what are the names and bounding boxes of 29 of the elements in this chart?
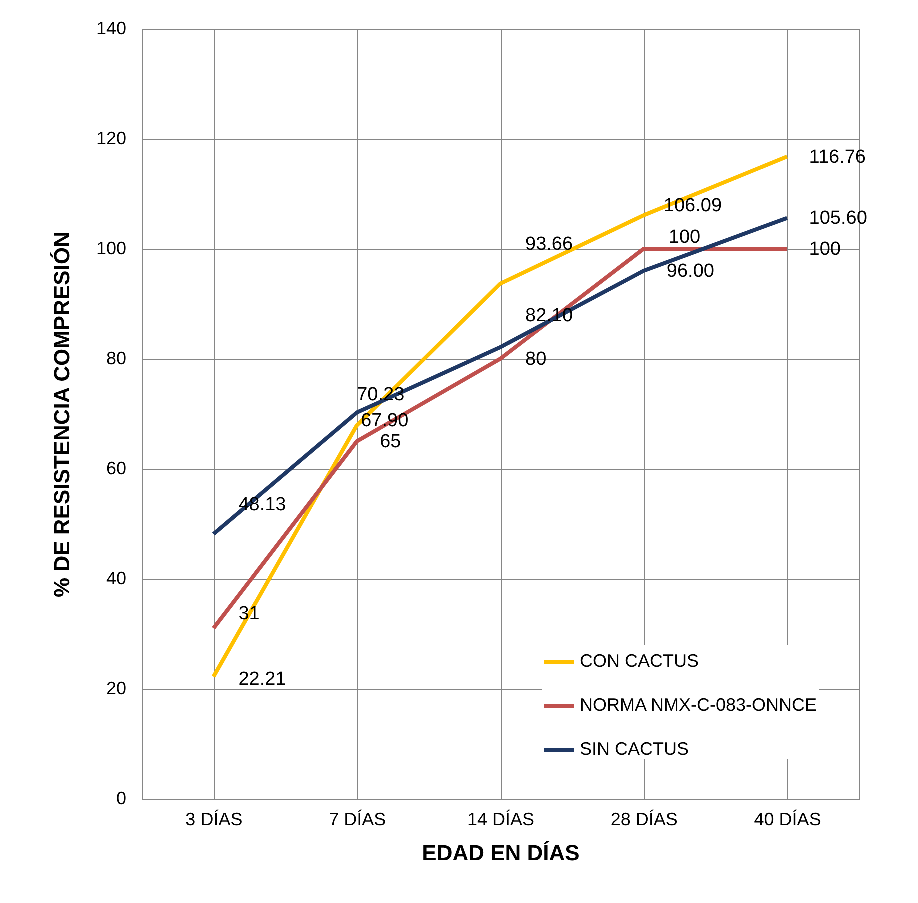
- data-label: 100: [668, 227, 701, 248]
- x-tick-label: 14 DÍAS: [467, 810, 535, 830]
- y-tick-label: 20: [106, 678, 126, 698]
- data-label: 106.09: [664, 196, 722, 217]
- x-axis-title: EDAD EN DÍAS: [422, 840, 580, 866]
- y-tick-label: 80: [106, 348, 126, 368]
- data-label: 96.00: [666, 261, 714, 282]
- x-tick-label: 3 DÍAS: [186, 810, 243, 830]
- y-tick-label: 0: [116, 788, 126, 808]
- y-tick-label: 40: [106, 568, 126, 588]
- x-tick-label: 7 DÍAS: [329, 810, 386, 830]
- legend-label: SIN CACTUS: [580, 739, 690, 759]
- legend-label: CON CACTUS: [580, 651, 700, 671]
- data-label: 65: [380, 432, 402, 452]
- data-label: 80: [526, 349, 547, 370]
- y-tick-label: 100: [96, 238, 126, 258]
- data-label: 22.21: [238, 668, 286, 690]
- data-label: 105.60: [809, 208, 868, 230]
- x-tick-label: 28 DÍAS: [610, 810, 678, 830]
- y-tick-label: 140: [96, 18, 126, 38]
- y-tick-label: 120: [96, 128, 126, 148]
- line-series: [212, 216, 790, 536]
- x-tick-label: 40 DÍAS: [754, 810, 822, 830]
- legend-label: NORMA NMX-C-083-ONNCE: [580, 695, 818, 715]
- y-tick-label: 60: [106, 458, 126, 478]
- y-axis-title: % DE RESISTENCIA COMPRESIÓN: [49, 232, 74, 598]
- data-label: 116.76: [809, 146, 866, 168]
- data-label: 100: [809, 239, 842, 260]
- data-label: 93.66: [526, 234, 574, 255]
